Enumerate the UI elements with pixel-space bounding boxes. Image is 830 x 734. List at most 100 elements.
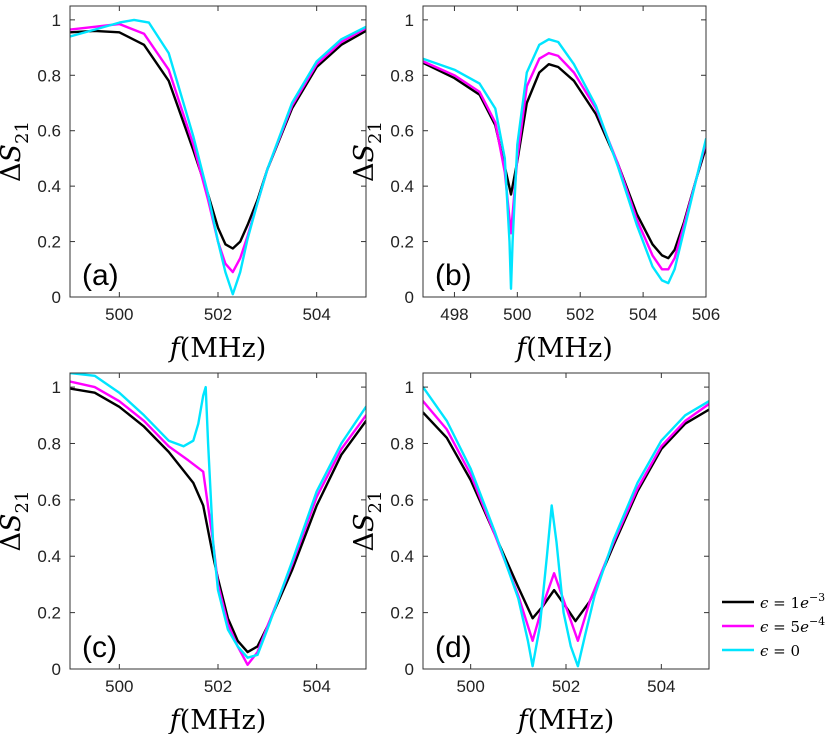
series-group [70,373,366,666]
axes-frame [422,5,707,298]
x-tick-label: 502 [566,305,594,324]
x-tick-label: 504 [629,305,657,324]
y-tick-label: 0.6 [37,491,61,510]
series-line-eps_1e-3 [70,29,366,250]
y-tick-label: 0 [52,288,61,307]
y-axis-label: ΔS21 [0,491,33,552]
x-tick-label: 500 [503,305,531,324]
series-line-eps_1e-3 [423,61,706,260]
legend-box [716,593,828,673]
legend-entry-eps_1e-3: ϵ = 1e−3 [760,591,825,612]
x-axis-var: f [168,705,184,734]
x-axis-unit: (MHz) [180,705,266,734]
y-tick-label: 0 [405,660,414,679]
y-axis-var: S [0,513,27,532]
x-axis-var: f [168,333,184,364]
panel-label: (b) [435,259,472,292]
legend-exponent: −3 [809,591,825,604]
y-axis-label: ΔS21 [349,491,386,552]
y-axis-var: S [349,144,380,163]
y-tick-label: 0.4 [390,547,414,566]
panel-a: 0 0.2 0.4 0.6 0.8 1 500 502 504 (a) f(MHz) ΔS21 [0,5,367,364]
legend-eq: = 1 [768,594,800,612]
x-tick-label: 506 [692,305,720,324]
y-axis-sub: 21 [365,121,386,144]
series-line-eps_0 [70,18,366,296]
legend-symbol: ϵ [760,642,769,660]
legend-entry-eps_0: ϵ = 0 [760,642,800,660]
x-axis-var: f [514,333,530,364]
x-axis-var: f [516,705,532,734]
y-axis-prefix: Δ [0,532,27,552]
y-tick-label: 0.2 [390,604,414,623]
y-axis-sub: 21 [12,491,33,514]
series-group [423,385,709,668]
x-axis-unit: (MHz) [526,333,612,364]
panel-label: (c) [82,631,117,664]
x-tick-label: 500 [105,677,133,696]
y-tick-label: 0.6 [37,122,61,141]
y-tick-label: 0.8 [390,66,414,85]
x-tick-label: 504 [302,677,330,696]
y-tick-label: 0.8 [37,434,61,453]
y-axis-sub: 21 [365,491,386,514]
series-line-eps_0 [423,385,709,668]
x-tick-label: 504 [302,305,330,324]
panel-b: 0 0.2 0.4 0.6 0.8 1 498 500 502 504 506 (b) f(MHz) ΔS… [349,5,720,364]
x-tick-label: 500 [105,305,133,324]
x-axis-unit: (MHz) [528,705,614,734]
panel-c: 0 0.2 0.4 0.6 0.8 1 500 502 504 (c) f(MHz) ΔS21 [0,372,367,734]
panel-label: (d) [435,631,472,664]
x-axis-label: f(MHz) [168,333,266,364]
axes-frame [69,372,367,670]
y-tick-label: 0.4 [37,177,61,196]
legend-symbol: ϵ [760,594,769,612]
y-tick-label: 1 [52,11,61,30]
y-tick-label: 0.8 [390,434,414,453]
y-axis-prefix: Δ [0,162,27,182]
series-line-eps_0 [423,38,706,290]
x-tick-label: 502 [552,677,580,696]
series-line-eps_5e-4 [70,22,366,274]
x-axis-unit: (MHz) [180,333,266,364]
x-tick-label: 504 [647,677,675,696]
legend-entry-eps_5e-4: ϵ = 5e−4 [760,615,825,636]
x-tick-label: 502 [204,305,232,324]
series-group [70,18,366,296]
y-tick-label: 0.2 [37,233,61,252]
y-axis-var: S [0,144,27,163]
y-tick-label: 1 [52,378,61,397]
series-group [423,38,706,290]
y-tick-label: 0 [52,660,61,679]
x-tick-label: 502 [204,677,232,696]
y-tick-label: 0.6 [390,491,414,510]
legend-base: e [800,594,809,612]
y-tick-label: 1 [405,11,414,30]
panel-label: (a) [82,259,119,292]
y-tick-label: 1 [405,378,414,397]
y-axis-label: ΔS21 [0,121,33,182]
y-axis-label: ΔS21 [349,121,386,182]
legend-symbol: ϵ [760,618,769,636]
x-tick-label: 498 [440,305,468,324]
y-tick-label: 0.2 [390,233,414,252]
y-tick-label: 0.2 [37,604,61,623]
legend-exponent: −4 [809,615,825,628]
y-tick-label: 0.4 [37,547,61,566]
legend-eq: = 5 [768,618,800,636]
series-line-eps_5e-4 [423,400,709,642]
y-tick-label: 0 [405,288,414,307]
y-axis-prefix: Δ [349,532,380,552]
y-tick-label: 0.4 [390,177,414,196]
legend-eq: = 0 [768,642,800,660]
x-axis-label: f(MHz) [168,705,266,734]
series-line-eps_5e-4 [70,380,366,666]
legend: ϵ = 1e−3ϵ = 5e−4ϵ = 0 [716,591,828,673]
panel-d: 0 0.2 0.4 0.6 0.8 1 500 502 504 (d) f(MHz) ΔS21 [349,372,710,734]
x-tick-label: 500 [456,677,484,696]
axes-frame [69,5,367,298]
y-axis-var: S [349,513,380,532]
series-line-eps_1e-3 [70,387,366,654]
y-tick-label: 0.6 [390,122,414,141]
